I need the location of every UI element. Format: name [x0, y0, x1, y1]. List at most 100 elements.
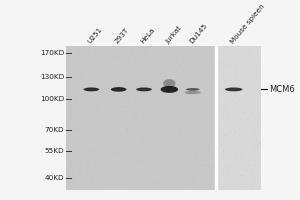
- Point: [221, 149, 226, 153]
- Point: [112, 105, 117, 108]
- Point: [138, 52, 143, 56]
- Point: [200, 164, 204, 167]
- Point: [123, 133, 128, 136]
- Point: [249, 112, 254, 115]
- Point: [163, 68, 168, 71]
- Point: [223, 114, 228, 118]
- Point: [243, 103, 248, 106]
- Point: [125, 90, 130, 93]
- Point: [123, 126, 128, 129]
- Point: [236, 141, 241, 144]
- Point: [146, 67, 151, 70]
- Point: [188, 163, 193, 166]
- Point: [238, 72, 243, 75]
- Point: [170, 109, 175, 112]
- Point: [172, 133, 177, 136]
- Point: [184, 159, 188, 162]
- Point: [115, 120, 120, 123]
- Point: [224, 62, 229, 65]
- Point: [167, 84, 171, 87]
- Point: [254, 138, 259, 141]
- Point: [119, 140, 124, 143]
- Point: [186, 99, 190, 102]
- Point: [86, 176, 91, 180]
- Point: [240, 179, 245, 182]
- Point: [118, 81, 123, 85]
- Point: [194, 154, 199, 157]
- Point: [198, 188, 203, 192]
- Point: [242, 165, 247, 169]
- Point: [121, 112, 126, 115]
- Point: [185, 83, 190, 86]
- Point: [175, 132, 180, 135]
- Point: [76, 80, 81, 83]
- Point: [146, 147, 151, 151]
- Point: [228, 55, 232, 58]
- Point: [233, 177, 238, 180]
- Point: [234, 101, 239, 104]
- Point: [82, 95, 87, 99]
- Point: [238, 153, 242, 156]
- Point: [88, 159, 93, 162]
- Point: [190, 125, 195, 128]
- Point: [206, 151, 211, 154]
- Point: [205, 132, 210, 135]
- Point: [106, 97, 111, 100]
- Point: [78, 49, 82, 52]
- Point: [240, 130, 245, 134]
- Point: [147, 116, 152, 120]
- Point: [203, 96, 208, 99]
- Point: [151, 77, 156, 80]
- Point: [242, 151, 247, 154]
- Point: [75, 68, 80, 71]
- Point: [243, 182, 248, 185]
- Point: [256, 82, 261, 85]
- Point: [84, 70, 89, 74]
- Point: [118, 106, 122, 109]
- Point: [224, 155, 229, 158]
- Point: [241, 79, 246, 82]
- Point: [212, 82, 216, 85]
- Point: [70, 172, 75, 175]
- Point: [137, 57, 142, 60]
- Point: [162, 69, 167, 73]
- Point: [192, 131, 197, 134]
- Point: [142, 50, 147, 53]
- Point: [235, 152, 239, 156]
- Point: [141, 147, 146, 150]
- Point: [98, 159, 102, 163]
- Point: [222, 133, 226, 136]
- Point: [129, 72, 134, 76]
- Point: [216, 111, 221, 114]
- Point: [224, 172, 229, 175]
- Point: [192, 173, 197, 176]
- Point: [102, 85, 106, 88]
- Point: [81, 87, 86, 90]
- Point: [143, 181, 148, 184]
- Point: [103, 165, 108, 168]
- Point: [255, 46, 260, 49]
- Point: [149, 84, 154, 88]
- Point: [165, 59, 170, 62]
- Point: [112, 139, 117, 143]
- Point: [227, 177, 232, 181]
- Point: [219, 128, 224, 131]
- Point: [201, 105, 206, 108]
- Point: [210, 153, 215, 156]
- Point: [244, 183, 249, 186]
- Point: [134, 122, 138, 126]
- Point: [212, 66, 216, 69]
- Point: [214, 47, 219, 50]
- Point: [132, 46, 136, 49]
- Point: [220, 113, 225, 116]
- Point: [117, 85, 122, 88]
- Point: [146, 98, 151, 102]
- Point: [144, 99, 149, 102]
- Point: [247, 150, 252, 153]
- Point: [249, 120, 254, 124]
- Point: [239, 105, 244, 109]
- Point: [95, 100, 100, 104]
- Point: [176, 95, 181, 99]
- Point: [181, 71, 185, 74]
- Point: [232, 90, 237, 93]
